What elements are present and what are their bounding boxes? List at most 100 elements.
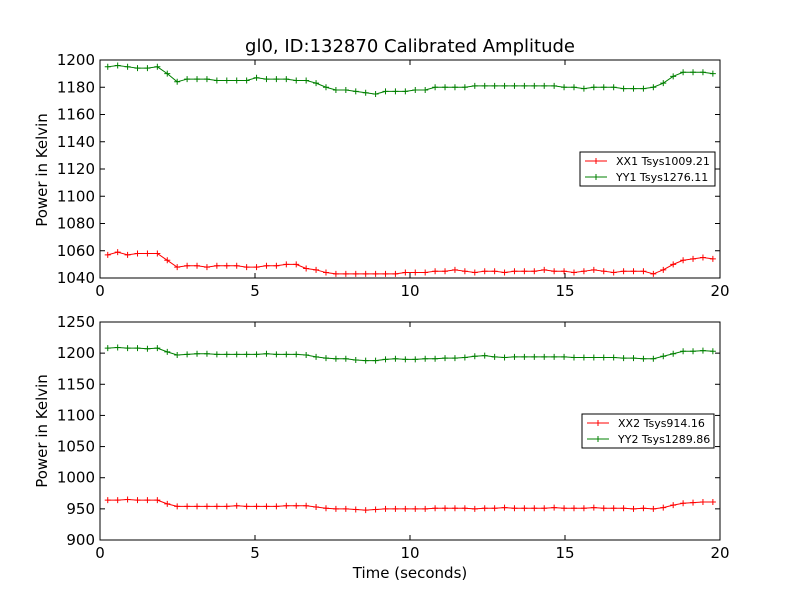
- data-point: [442, 505, 449, 512]
- y-tick-label: 1100: [57, 406, 95, 424]
- data-point: [580, 85, 587, 92]
- data-point: [531, 353, 538, 360]
- data-point: [223, 77, 230, 84]
- x-tick-label: 0: [95, 544, 105, 562]
- data-point: [610, 505, 617, 512]
- data-point: [223, 262, 230, 269]
- data-point: [194, 262, 201, 269]
- data-point: [699, 347, 706, 354]
- data-point: [313, 353, 320, 360]
- data-point: [481, 352, 488, 359]
- data-point: [174, 503, 181, 510]
- data-point: [382, 88, 389, 95]
- data-point: [233, 351, 240, 358]
- data-point: [640, 85, 647, 92]
- data-point: [660, 266, 667, 273]
- data-point: [392, 355, 399, 362]
- data-point: [511, 82, 518, 89]
- data-point: [104, 345, 111, 352]
- data-point: [501, 82, 508, 89]
- data-point: [194, 503, 201, 510]
- data-point: [680, 348, 687, 355]
- data-point: [620, 85, 627, 92]
- data-point: [253, 351, 260, 358]
- data-point: [402, 356, 409, 363]
- top-y-axis-label: Power in Kelvin: [33, 113, 51, 227]
- data-point: [233, 77, 240, 84]
- data-point: [590, 84, 597, 91]
- data-point: [194, 350, 201, 357]
- bottom-plot: 0 5 10 15 20 900 950 1000 1050 1100 1150 1200 1250 XX…: [57, 313, 730, 562]
- data-point: [203, 76, 210, 83]
- chart-title: gl0, ID:132870 Calibrated Amplitude: [245, 36, 575, 57]
- data-point: [521, 82, 528, 89]
- data-point: [561, 505, 568, 512]
- data-point: [322, 84, 329, 91]
- data-point: [630, 85, 637, 92]
- data-point: [104, 251, 111, 258]
- data-point: [451, 266, 458, 273]
- data-point: [471, 505, 478, 512]
- data-point: [322, 505, 329, 512]
- legend-marker: [593, 158, 599, 164]
- legend: XX2 Tsys914.16 YY2 Tsys1289.86: [581, 413, 715, 449]
- data-point: [164, 70, 171, 77]
- data-point: [223, 503, 230, 510]
- data-point: [313, 80, 320, 87]
- y-tick-label: 1140: [57, 133, 95, 151]
- legend: XX1 Tsys1009.21 YY1 Tsys1276.11: [579, 151, 716, 187]
- data-point: [203, 350, 210, 357]
- data-point: [342, 505, 349, 512]
- y-tick-label: 1150: [57, 375, 95, 393]
- y-tick-label: 1100: [57, 187, 95, 205]
- data-point: [610, 354, 617, 361]
- data-point: [362, 270, 369, 277]
- data-point: [332, 270, 339, 277]
- data-point: [690, 348, 697, 355]
- data-point: [461, 268, 468, 275]
- data-point: [412, 269, 419, 276]
- y-tick-label: 1120: [57, 160, 95, 178]
- data-point: [551, 504, 558, 511]
- data-point: [223, 351, 230, 358]
- data-point: [412, 86, 419, 93]
- data-point: [134, 497, 141, 504]
- data-point: [243, 77, 250, 84]
- data-point: [680, 257, 687, 264]
- data-point: [541, 505, 548, 512]
- data-point: [481, 505, 488, 512]
- data-point: [501, 504, 508, 511]
- data-point: [342, 355, 349, 362]
- data-point: [461, 354, 468, 361]
- legend-box: [581, 413, 715, 449]
- data-point: [491, 268, 498, 275]
- data-point: [322, 355, 329, 362]
- x-tick-label: 5: [250, 544, 260, 562]
- data-point: [174, 264, 181, 271]
- data-point: [491, 353, 498, 360]
- data-point: [184, 351, 191, 358]
- data-point: [263, 350, 270, 357]
- legend-marker: [593, 174, 599, 180]
- data-point: [561, 268, 568, 275]
- data-point: [541, 353, 548, 360]
- data-point: [709, 348, 716, 355]
- x-tick-label: 20: [710, 544, 729, 562]
- data-point: [511, 505, 518, 512]
- data-point: [382, 505, 389, 512]
- x-tick-label: 10: [400, 282, 419, 300]
- data-point: [422, 355, 429, 362]
- data-point: [570, 84, 577, 91]
- data-point: [630, 505, 637, 512]
- data-point: [213, 262, 220, 269]
- x-tick-label: 20: [710, 282, 729, 300]
- data-point: [511, 353, 518, 360]
- data-point: [303, 352, 310, 359]
- data-point: [203, 264, 210, 271]
- data-point: [263, 503, 270, 510]
- data-point: [471, 269, 478, 276]
- data-point: [313, 266, 320, 273]
- data-point: [680, 69, 687, 76]
- data-point: [541, 266, 548, 273]
